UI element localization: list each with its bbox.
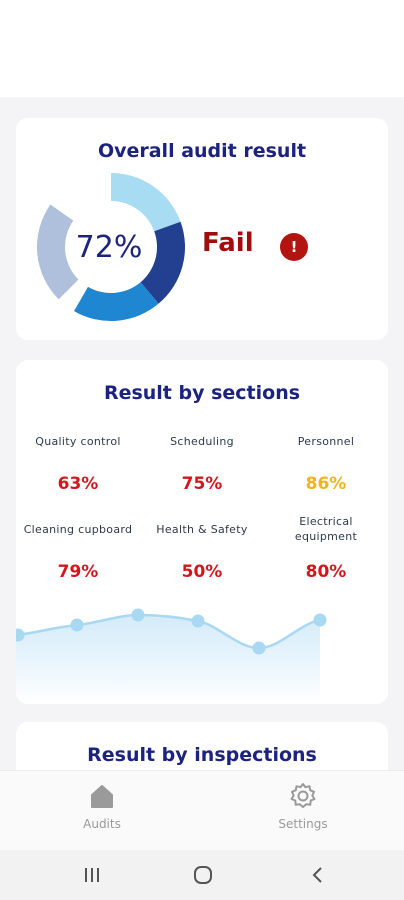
home-button-icon[interactable]: [192, 864, 214, 886]
trend-point: [131, 608, 145, 622]
overall-result-card: Overall audit result 72% Fail !: [16, 118, 388, 340]
sections-trend-chart: [16, 608, 327, 704]
donut-segment: [140, 221, 185, 304]
section-value: 75%: [181, 474, 223, 494]
bottom-navigation: Audits Settings: [0, 770, 404, 850]
section-label: Cleaning cupboard: [23, 523, 133, 536]
donut-segment: [74, 282, 159, 321]
section-value: 86%: [305, 474, 347, 494]
gear-icon: [290, 783, 316, 808]
donut-segment: [36, 204, 79, 300]
section-label: Electrical equipment: [294, 515, 358, 543]
section-item-health-safety[interactable]: Health & Safety 50%: [140, 522, 264, 582]
section-label: Quality control: [35, 435, 121, 448]
nav-audits[interactable]: Audits: [42, 781, 162, 831]
section-item-electrical-equipment[interactable]: Electrical equipment 80%: [264, 514, 388, 582]
section-value: 79%: [57, 562, 99, 582]
section-value: 63%: [57, 474, 99, 494]
sections-result-title: Result by sections: [103, 382, 301, 404]
overall-result-title: Overall audit result: [97, 140, 307, 162]
inspections-result-title: Result by inspections: [87, 744, 317, 766]
section-label: Scheduling: [170, 435, 234, 448]
overall-status-label: Fail: [202, 228, 254, 258]
section-item-cleaning-cupboard[interactable]: Cleaning cupboard 79%: [16, 522, 140, 582]
back-icon[interactable]: [308, 864, 328, 886]
nav-audits-label: Audits: [83, 817, 121, 831]
overall-donut-chart: [36, 173, 185, 321]
nav-settings-label: Settings: [278, 817, 328, 831]
trend-point: [70, 618, 84, 632]
home-icon: [91, 785, 113, 808]
section-value: 50%: [181, 562, 223, 582]
overall-percent: 72%: [75, 230, 143, 265]
recent-apps-icon[interactable]: [82, 864, 102, 886]
trend-point: [16, 628, 25, 642]
top-app-bar: [0, 0, 404, 97]
nav-settings[interactable]: Settings: [243, 781, 363, 831]
trend-point: [191, 614, 205, 628]
trend-area: [16, 615, 320, 704]
system-navigation-bar: [0, 850, 404, 900]
section-item-personnel[interactable]: Personnel 86%: [264, 434, 388, 494]
sections-result-card: Result by sections Quality control 63% S…: [16, 360, 388, 704]
trend-point: [313, 613, 327, 627]
section-value: 80%: [305, 562, 347, 582]
section-item-scheduling[interactable]: Scheduling 75%: [140, 434, 264, 494]
section-item-quality-control[interactable]: Quality control 63%: [16, 434, 140, 494]
donut-segment: [111, 173, 181, 232]
section-label: Health & Safety: [156, 523, 248, 536]
section-label: Personnel: [297, 435, 355, 448]
trend-point: [252, 641, 266, 655]
alert-icon: !: [280, 233, 308, 261]
